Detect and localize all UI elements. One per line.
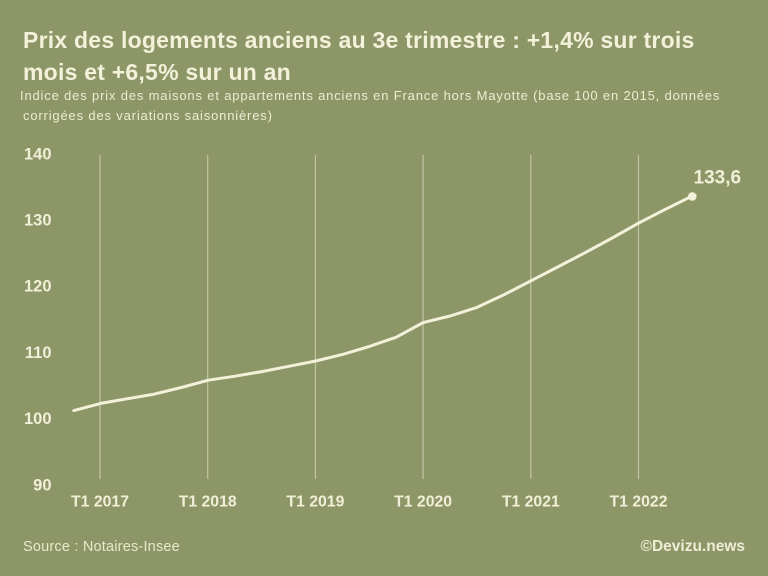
svg-text:T1 2019: T1 2019 (286, 494, 344, 511)
svg-text:110: 110 (25, 344, 52, 362)
svg-text:T1 2018: T1 2018 (179, 494, 237, 511)
svg-text:T1 2017: T1 2017 (71, 494, 129, 511)
svg-text:140: 140 (24, 145, 52, 163)
svg-text:T1 2022: T1 2022 (610, 494, 668, 511)
svg-text:133,6: 133,6 (694, 168, 742, 189)
svg-text:130: 130 (24, 212, 52, 230)
svg-text:T1 2021: T1 2021 (502, 494, 560, 511)
svg-text:100: 100 (24, 410, 52, 428)
svg-text:120: 120 (24, 278, 52, 296)
svg-text:90: 90 (33, 476, 51, 494)
svg-text:T1 2020: T1 2020 (394, 494, 452, 511)
